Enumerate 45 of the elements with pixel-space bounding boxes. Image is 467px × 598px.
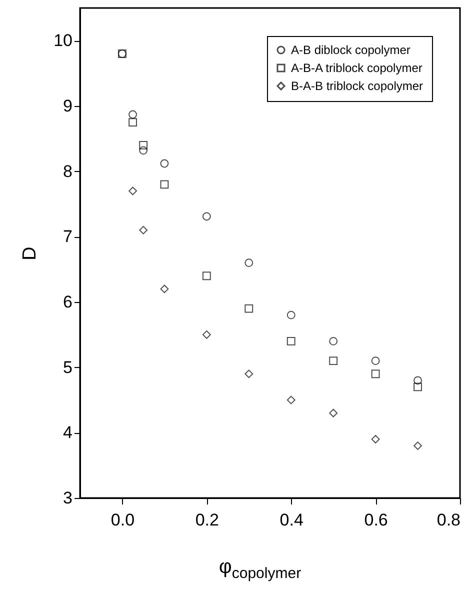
- legend-label: B-A-B triblock copolymer: [291, 79, 424, 93]
- legend-label: A-B diblock copolymer: [291, 43, 410, 57]
- point: [202, 272, 211, 280]
- point: [160, 159, 169, 168]
- y-tick-label: 5: [63, 358, 72, 377]
- legend-label: A-B-A triblock copolymer: [291, 61, 422, 75]
- point: [244, 370, 254, 378]
- x-tick-label: 0.2: [195, 510, 219, 530]
- y-tick-label: 4: [63, 423, 72, 442]
- point: [286, 310, 296, 320]
- point: [128, 118, 137, 127]
- point: [244, 258, 254, 267]
- point: [414, 382, 422, 392]
- y-tick-label: 8: [63, 162, 72, 181]
- x-tick-label: 0.4: [280, 510, 304, 530]
- y-tick-label: 6: [63, 292, 72, 312]
- x-tick-label: 0.6: [364, 510, 388, 530]
- point: [160, 180, 169, 189]
- x-tick-label: 0.0: [110, 510, 135, 530]
- x-axis-title: φ$_{copolymer}$: [218, 556, 302, 582]
- y-axis-title: D: [20, 246, 41, 260]
- point: [414, 376, 422, 385]
- point: [202, 330, 211, 339]
- point: [139, 226, 148, 234]
- y-tick-label: 3: [63, 488, 72, 508]
- point: [371, 356, 380, 365]
- point: [244, 304, 254, 313]
- point: [329, 356, 338, 366]
- point: [329, 408, 338, 418]
- point: [128, 186, 137, 196]
- point: [286, 396, 296, 404]
- point: [371, 434, 380, 444]
- x-tick-label: 0.8: [436, 510, 460, 530]
- y-tick-label: 9: [63, 96, 72, 116]
- point: [371, 370, 380, 378]
- point: [128, 110, 137, 119]
- point: [139, 146, 148, 155]
- y-tick-label: 7: [63, 227, 72, 246]
- point: [329, 337, 338, 346]
- point: [202, 212, 211, 221]
- point: [139, 140, 148, 150]
- point: [160, 284, 169, 294]
- point: [414, 442, 422, 450]
- y-tick-label: 10: [54, 31, 72, 50]
- point: [286, 336, 296, 346]
